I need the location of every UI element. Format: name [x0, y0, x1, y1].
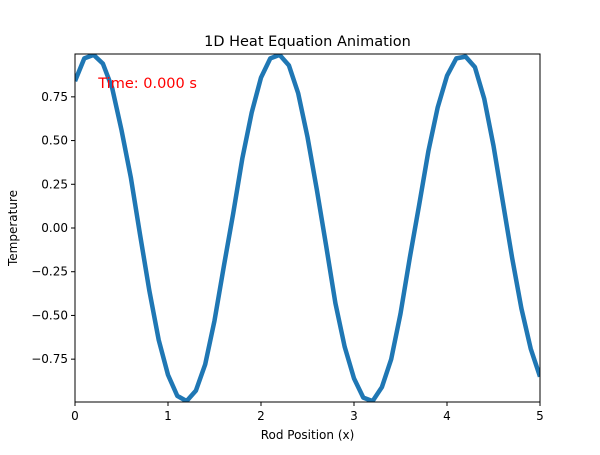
y-tick-label: 0.25	[41, 177, 68, 191]
x-tick-label: 5	[536, 409, 544, 423]
x-tick-label: 0	[71, 409, 79, 423]
y-tick-label: 0.50	[41, 134, 68, 148]
x-axis-label: Rod Position (x)	[261, 428, 355, 442]
x-tick-label: 3	[350, 409, 358, 423]
y-axis-ticks: 0.75 0.50 0.25 0.00 −0.25 −0.50 −0.75	[31, 90, 75, 366]
x-tick-label: 4	[443, 409, 451, 423]
y-tick-label: −0.25	[31, 265, 68, 279]
y-tick-label: 0.75	[41, 90, 68, 104]
x-axis-ticks: 0 1 2 3 4 5	[71, 402, 544, 423]
x-tick-label: 1	[164, 409, 172, 423]
x-tick-label: 2	[257, 409, 265, 423]
y-tick-label: −0.50	[31, 308, 68, 322]
temperature-series-line	[75, 54, 540, 402]
time-annotation: Time: 0.000 s	[97, 76, 197, 92]
y-tick-label: 0.00	[41, 221, 68, 235]
y-tick-label: −0.75	[31, 352, 68, 366]
y-axis-label: Temperature	[6, 190, 20, 267]
axes-frame	[74, 53, 541, 403]
chart-title: 1D Heat Equation Animation	[204, 34, 411, 50]
plot-area	[75, 54, 540, 402]
